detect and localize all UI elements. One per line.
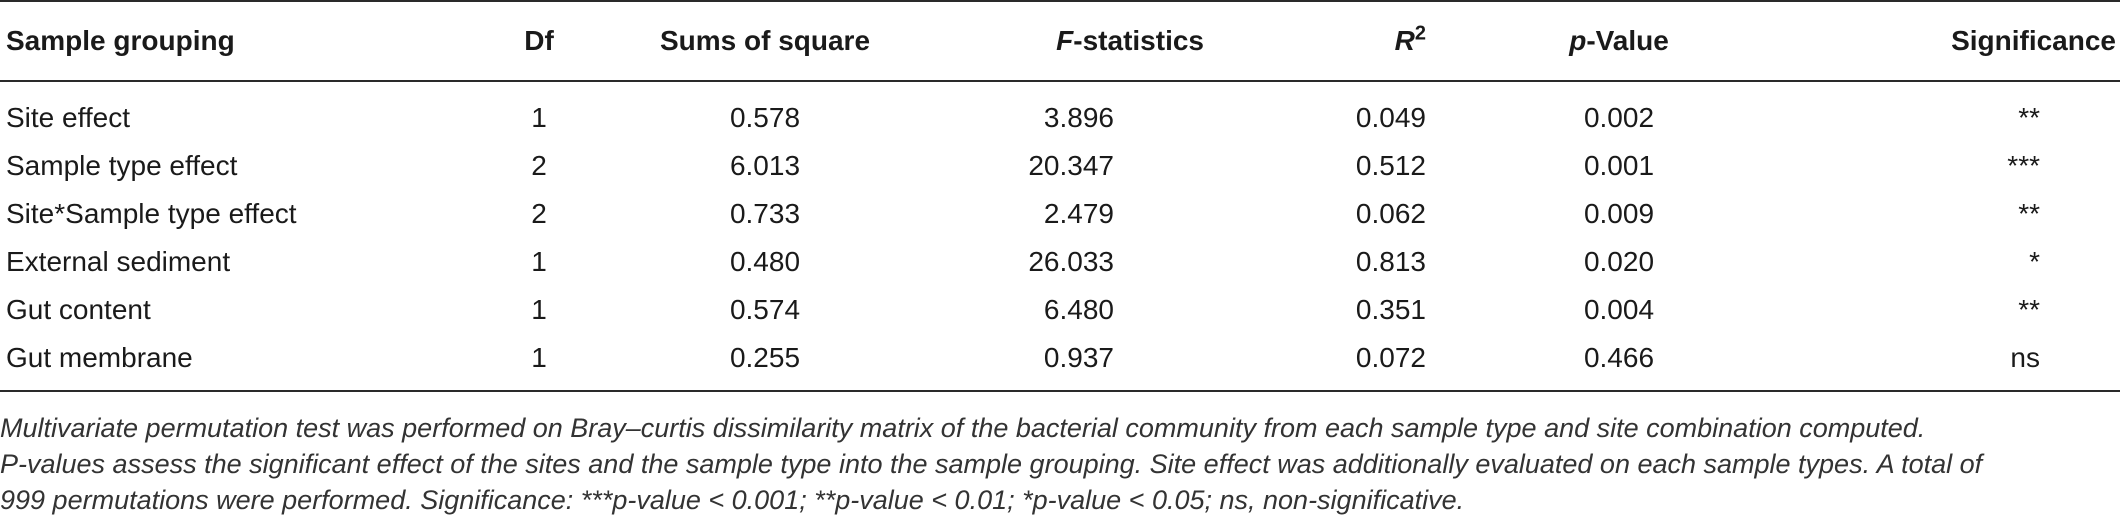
cell-f-statistic: 6.480 <box>1043 294 1114 325</box>
table-row: Site effect 1 0.578 3.896 0.049 0.002 ** <box>0 81 2120 142</box>
cell-significance: * <box>2029 246 2040 277</box>
table-row: Gut content 1 0.574 6.480 0.351 0.004 ** <box>0 286 2120 334</box>
cell-f-statistic: 0.937 <box>904 334 1244 392</box>
cell-grouping: External sediment <box>6 246 231 277</box>
anova-table-container: Sample grouping Df Sums of square F-stat… <box>0 0 2120 392</box>
footnote-line: Multivariate permutation test was perfor… <box>0 413 1926 443</box>
table-footnote: Multivariate permutation test was perfor… <box>0 410 2112 518</box>
cell-sums-of-square: 0.480 <box>729 246 801 277</box>
cell-r-squared: 0.049 <box>1355 102 1426 133</box>
cell-significance: ** <box>2018 102 2040 133</box>
cell-significance: ns <box>1752 334 2120 392</box>
cell-grouping: Gut membrane <box>0 334 452 392</box>
cell-significance: *** <box>2007 150 2040 181</box>
cell-sums-of-square: 6.013 <box>729 150 801 181</box>
cell-df: 1 <box>531 294 547 325</box>
cell-f-statistic: 2.479 <box>1043 198 1114 229</box>
cell-grouping: Sample type effect <box>6 150 238 181</box>
table-body: Site effect 1 0.578 3.896 0.049 0.002 **… <box>0 81 2120 392</box>
footnote-line: 999 permutations were performed. Signifi… <box>0 485 1465 515</box>
header-row: Sample grouping Df Sums of square F-stat… <box>0 0 2120 82</box>
header-sample-grouping: Sample grouping <box>0 0 452 82</box>
cell-grouping: Site effect <box>6 102 131 133</box>
cell-r-squared: 0.512 <box>1355 150 1426 181</box>
cell-p-value: 0.001 <box>1583 150 1655 181</box>
cell-sums-of-square: 0.574 <box>729 294 801 325</box>
cell-p-value: 0.009 <box>1583 198 1655 229</box>
cell-r-squared: 0.813 <box>1355 246 1426 277</box>
cell-sums-of-square: 0.255 <box>626 334 904 392</box>
cell-p-value: 0.004 <box>1583 294 1655 325</box>
cell-df: 2 <box>531 150 547 181</box>
cell-f-statistic: 3.896 <box>1043 102 1114 133</box>
footnote-line: P-values assess the significant effect o… <box>0 449 1983 479</box>
cell-r-squared: 0.351 <box>1355 294 1426 325</box>
header-r-squared: R2 <box>1244 0 1486 82</box>
cell-p-value: 0.466 <box>1486 334 1752 392</box>
cell-p-value: 0.002 <box>1583 102 1655 133</box>
cell-grouping: Site*Sample type effect <box>6 198 297 229</box>
cell-r-squared: 0.062 <box>1355 198 1426 229</box>
table-row: Gut membrane 1 0.255 0.937 0.072 0.466 n… <box>0 334 2120 392</box>
cell-df: 1 <box>531 246 547 277</box>
table-header: Sample grouping Df Sums of square F-stat… <box>0 0 2120 82</box>
header-significance: Significance <box>1752 0 2120 82</box>
cell-df: 2 <box>531 198 547 229</box>
cell-df: 1 <box>452 334 626 392</box>
table-row: Sample type effect 2 6.013 20.347 0.512 … <box>0 142 2120 190</box>
header-p-value: p-Value <box>1486 0 1752 82</box>
cell-sums-of-square: 0.578 <box>729 102 801 133</box>
header-f-statistics: F-statistics <box>904 0 1244 82</box>
header-df: Df <box>452 0 626 82</box>
table-row: Site*Sample type effect 2 0.733 2.479 0.… <box>0 190 2120 238</box>
cell-p-value: 0.020 <box>1583 246 1655 277</box>
cell-significance: ** <box>2018 198 2040 229</box>
cell-f-statistic: 20.347 <box>1028 150 1114 181</box>
cell-f-statistic: 26.033 <box>1028 246 1114 277</box>
cell-r-squared: 0.072 <box>1244 334 1486 392</box>
table-row: External sediment 1 0.480 26.033 0.813 0… <box>0 238 2120 286</box>
cell-df: 1 <box>531 102 547 133</box>
header-sums-of-square: Sums of square <box>626 0 904 82</box>
cell-sums-of-square: 0.733 <box>729 198 801 229</box>
cell-grouping: Gut content <box>6 294 151 325</box>
permanova-table: Sample grouping Df Sums of square F-stat… <box>0 0 2120 392</box>
cell-significance: ** <box>2018 294 2040 325</box>
